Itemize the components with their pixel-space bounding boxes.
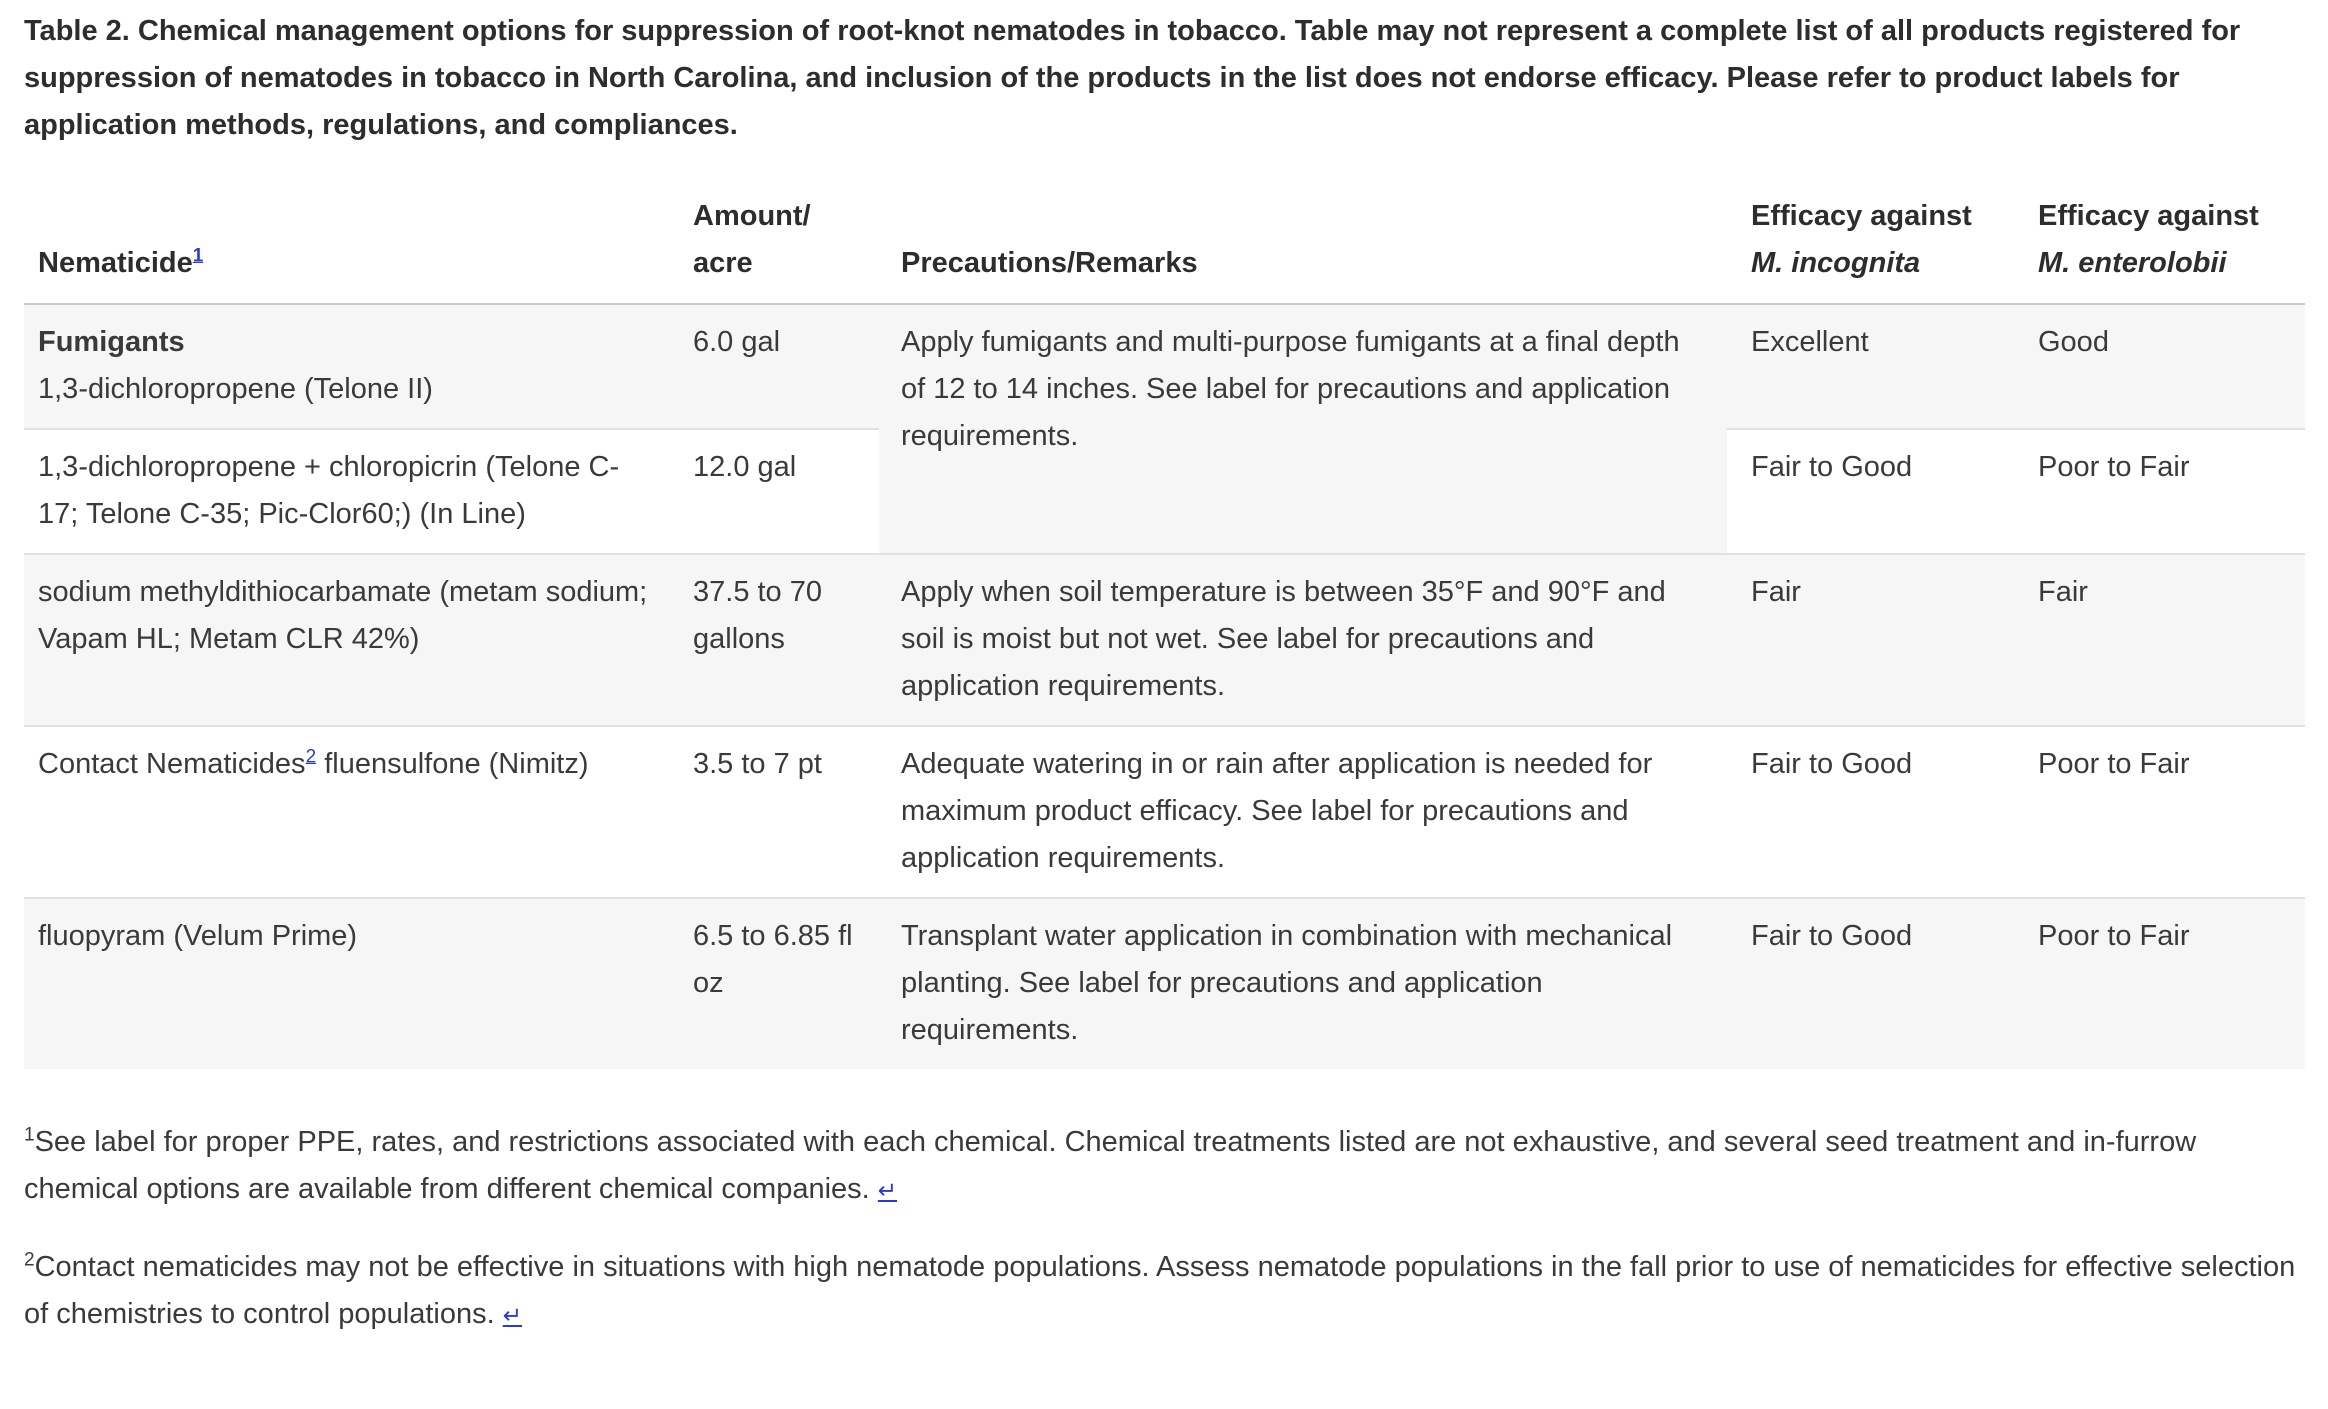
column-header-precautions: Precautions/Remarks xyxy=(879,193,1727,305)
column-header-label: Amount/ xyxy=(693,200,811,232)
cell-efficacy-enterolobii: Fair xyxy=(2014,554,2305,727)
footnote-1-number: 1 xyxy=(24,1124,35,1146)
cell-efficacy-enterolobii: Poor to Fair xyxy=(2014,429,2305,555)
cell-nematicide: sodium methyldithiocarbamate (metam sodi… xyxy=(24,554,679,727)
footnote-ref-1-link[interactable]: 1 xyxy=(192,245,204,267)
footnote-2: 2Contact nematicides may not be effectiv… xyxy=(24,1244,2304,1339)
cell-amount: 37.5 to 70 gallons xyxy=(679,554,879,727)
header-row: Nematicide1 Amount/ acre Precautions/Rem… xyxy=(24,193,2305,305)
species-name: M. incognita xyxy=(1751,247,1921,279)
footnote-2-number: 2 xyxy=(24,1249,35,1271)
cell-nematicide: Contact Nematicides2 fluensulfone (Nimit… xyxy=(24,726,679,899)
footnote-1-backlink-icon[interactable]: ↵ xyxy=(877,1177,898,1203)
nematicide-name: 1,3-dichloropropene (Telone II) xyxy=(38,373,433,405)
species-name: M. enterolobii xyxy=(2038,247,2227,279)
cell-nematicide: 1,3-dichloropropene + chloropicrin (Telo… xyxy=(24,429,679,555)
footnote-1: 1See label for proper PPE, rates, and re… xyxy=(24,1119,2304,1214)
column-header-label: acre xyxy=(693,247,753,279)
cell-remarks: Adequate watering in or rain after appli… xyxy=(879,726,1727,899)
column-header-efficacy-incognita: Efficacy against M. incognita xyxy=(1727,193,2014,305)
footnote-2-backlink-icon[interactable]: ↵ xyxy=(502,1302,523,1328)
cell-nematicide: Fumigants 1,3-dichloropropene (Telone II… xyxy=(24,304,679,430)
cell-remarks: Transplant water application in combinat… xyxy=(879,898,1727,1069)
group-label: Fumigants xyxy=(38,326,185,358)
cell-amount: 3.5 to 7 pt xyxy=(679,726,879,899)
cell-efficacy-enterolobii: Good xyxy=(2014,304,2305,430)
cell-efficacy-enterolobii: Poor to Fair xyxy=(2014,898,2305,1069)
nematicide-table: Nematicide1 Amount/ acre Precautions/Rem… xyxy=(24,193,2305,1069)
cell-efficacy-incognita: Excellent xyxy=(1727,304,2014,430)
footnote-ref-2-link[interactable]: 2 xyxy=(305,746,317,768)
cell-amount: 6.5 to 6.85 fl oz xyxy=(679,898,879,1069)
table-caption: Table 2. Chemical management options for… xyxy=(24,15,2241,141)
table-row-fluensulfone: Contact Nematicides2 fluensulfone (Nimit… xyxy=(24,726,2305,899)
column-header-amount-acre: Amount/ acre xyxy=(679,193,879,305)
nematicide-name: Contact Nematicides xyxy=(38,748,306,780)
cell-efficacy-incognita: Fair to Good xyxy=(1727,898,2014,1069)
table-row-fumigants-telone: Fumigants 1,3-dichloropropene (Telone II… xyxy=(24,304,2305,555)
cell-efficacy-enterolobii: Poor to Fair xyxy=(2014,726,2305,899)
cell-remarks: Apply fumigants and multi-purpose fumiga… xyxy=(879,304,1727,555)
column-header-nematicide: Nematicide1 xyxy=(24,193,679,305)
cell-efficacy-incognita: Fair to Good xyxy=(1727,429,2014,555)
column-header-label: Efficacy against xyxy=(1751,200,1972,232)
cell-amount: 12.0 gal xyxy=(679,429,879,555)
cell-nematicide: fluopyram (Velum Prime) xyxy=(24,898,679,1069)
table-row-fluopyram: fluopyram (Velum Prime) 6.5 to 6.85 fl o… xyxy=(24,898,2305,1069)
table-row-telone-chloropicrin: 1,3-dichloropropene + chloropicrin (Telo… xyxy=(24,429,2305,555)
column-header-label: Nematicide xyxy=(38,247,193,279)
cell-amount: 6.0 gal xyxy=(679,304,879,430)
column-header-label: Efficacy against xyxy=(2038,200,2259,232)
footnote-2-text: Contact nematicides may not be effective… xyxy=(24,1251,2296,1330)
cell-remarks: Apply when soil temperature is between 3… xyxy=(879,554,1727,727)
footnote-1-text: See label for proper PPE, rates, and res… xyxy=(24,1126,2197,1205)
cell-efficacy-incognita: Fair xyxy=(1727,554,2014,727)
cell-efficacy-incognita: Fair to Good xyxy=(1727,726,2014,899)
column-header-efficacy-enterolobii: Efficacy against M. enterolobii xyxy=(2014,193,2305,305)
nematicide-name: fluensulfone (Nimitz) xyxy=(316,748,589,780)
column-header-label: Precautions/Remarks xyxy=(901,247,1198,279)
table-row-metam-sodium: sodium methyldithiocarbamate (metam sodi… xyxy=(24,554,2305,727)
